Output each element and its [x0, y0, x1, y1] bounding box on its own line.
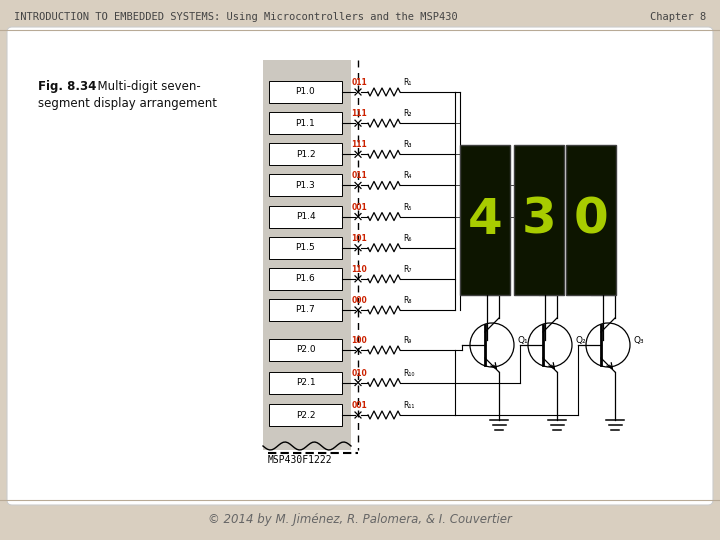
Bar: [269, 339, 342, 361]
Bar: [269, 206, 342, 227]
Text: R₆: R₆: [403, 234, 412, 242]
Bar: [269, 404, 342, 426]
Text: 0: 0: [574, 196, 608, 244]
Text: R₁: R₁: [403, 78, 411, 87]
Bar: [269, 112, 342, 134]
Text: 010: 010: [351, 368, 367, 377]
Bar: [269, 174, 342, 197]
Bar: [269, 268, 342, 290]
Text: © 2014 by M. Jiménez, R. Palomera, & I. Couvertier: © 2014 by M. Jiménez, R. Palomera, & I. …: [208, 514, 512, 526]
Text: P1.7: P1.7: [296, 306, 315, 314]
Text: 3: 3: [521, 196, 557, 244]
Text: 110: 110: [351, 265, 367, 274]
Bar: [263, 60, 351, 450]
Bar: [269, 299, 342, 321]
Bar: [269, 372, 342, 394]
Bar: [269, 143, 342, 165]
Text: 001: 001: [351, 202, 367, 212]
Bar: [566, 145, 616, 295]
Text: R₃: R₃: [403, 140, 412, 149]
Text: Chapter 8: Chapter 8: [649, 12, 706, 22]
Text: Multi-digit seven-: Multi-digit seven-: [90, 80, 201, 93]
Text: 011: 011: [351, 78, 367, 87]
Text: P1.5: P1.5: [296, 243, 315, 252]
Text: 4: 4: [467, 196, 503, 244]
Text: INTRODUCTION TO EMBEDDED SYSTEMS: Using Microcontrollers and the MSP430: INTRODUCTION TO EMBEDDED SYSTEMS: Using …: [14, 12, 458, 22]
Text: segment display arrangement: segment display arrangement: [38, 97, 217, 110]
Text: 000: 000: [351, 296, 367, 305]
Text: 011: 011: [351, 171, 367, 180]
Bar: [269, 81, 342, 103]
Text: Q₁: Q₁: [517, 335, 528, 345]
FancyBboxPatch shape: [7, 27, 713, 505]
Text: R₁₀: R₁₀: [403, 368, 415, 377]
Text: R₈: R₈: [403, 296, 412, 305]
Text: P1.4: P1.4: [296, 212, 315, 221]
Text: P2.1: P2.1: [296, 378, 315, 387]
Text: R₇: R₇: [403, 265, 411, 274]
Text: R₉: R₉: [403, 336, 411, 345]
Text: P2.0: P2.0: [296, 346, 315, 354]
Text: 100: 100: [351, 336, 367, 345]
Text: Q₂: Q₂: [575, 335, 585, 345]
Text: 101: 101: [351, 234, 367, 242]
Text: P1.0: P1.0: [296, 87, 315, 97]
Bar: [460, 145, 510, 295]
Text: Q₃: Q₃: [633, 335, 644, 345]
Text: P1.3: P1.3: [296, 181, 315, 190]
Text: R₅: R₅: [403, 202, 412, 212]
Text: P1.6: P1.6: [296, 274, 315, 284]
Text: 001: 001: [351, 401, 367, 410]
Bar: [269, 237, 342, 259]
Bar: [514, 145, 564, 295]
Text: 111: 111: [351, 109, 367, 118]
Text: P1.1: P1.1: [296, 119, 315, 127]
Text: R₂: R₂: [403, 109, 412, 118]
Text: Fig. 8.34: Fig. 8.34: [38, 80, 96, 93]
Text: P1.2: P1.2: [296, 150, 315, 159]
Text: 111: 111: [351, 140, 367, 149]
Text: MSP430F1222: MSP430F1222: [268, 455, 333, 465]
Text: R₄: R₄: [403, 171, 411, 180]
Text: R₁₁: R₁₁: [403, 401, 415, 410]
Text: P2.2: P2.2: [296, 410, 315, 420]
